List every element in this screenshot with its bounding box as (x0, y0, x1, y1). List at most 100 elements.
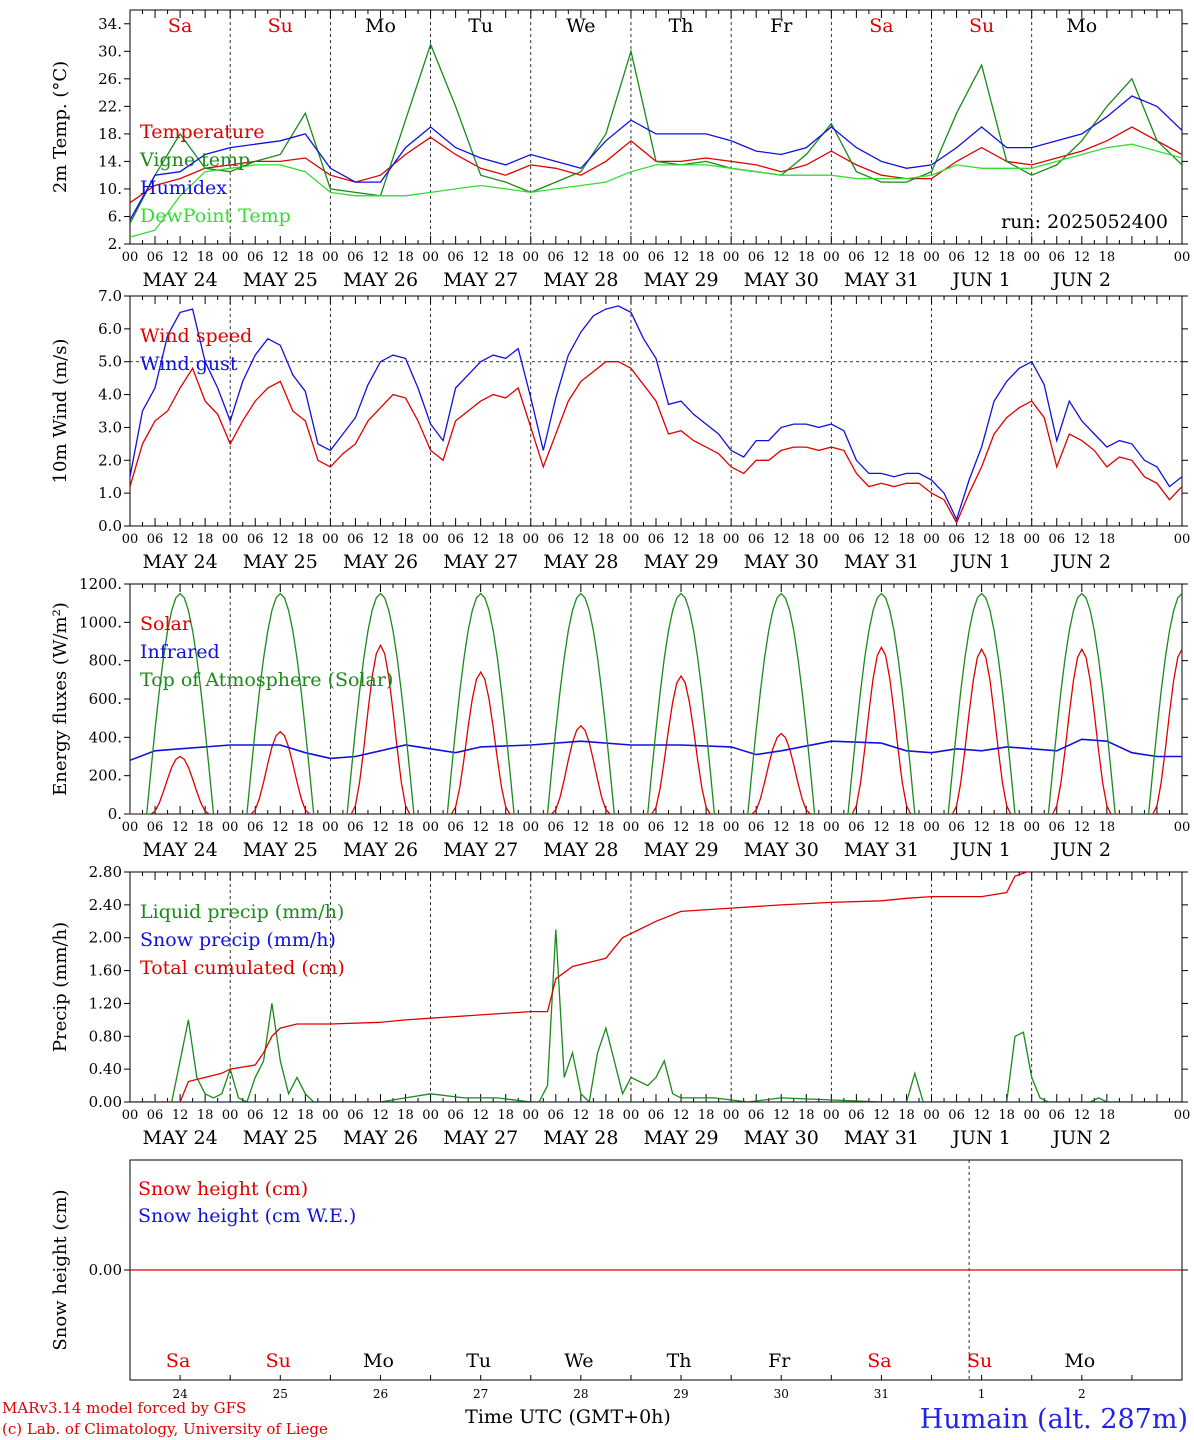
y-axis-label: 10m Wind (m/s) (50, 339, 71, 484)
x-hour-label: 18 (998, 250, 1015, 265)
x-hour-label: 06 (1048, 820, 1065, 835)
time-axis-label: Time UTC (GMT+0h) (465, 1406, 671, 1428)
y-tick-label: 1.20 (89, 994, 122, 1012)
x-hour-label: 18 (898, 1108, 915, 1123)
y-tick-label: 1.60 (89, 962, 122, 980)
y-tick-label: 2.40 (89, 896, 122, 914)
x-hour-label: 06 (848, 1108, 865, 1123)
x-hour-label: 18 (397, 250, 414, 265)
x-hour-label: 06 (648, 1108, 665, 1123)
y-tick-label: 0.0 (98, 517, 122, 535)
x-hour-label: 12 (973, 820, 990, 835)
y-tick-label: 3.0 (98, 418, 122, 436)
y-axis-label: Precip (mm/h) (50, 922, 71, 1052)
day-of-week-label: Fr (770, 15, 793, 37)
x-date-label: MAY 24 (143, 839, 218, 861)
x-hour-label: 00 (723, 820, 740, 835)
y-tick-label: 0.00 (89, 1093, 122, 1111)
x-hour-label: 18 (698, 532, 715, 547)
x-hour-label: 18 (798, 820, 815, 835)
x-date-label: JUN 1 (950, 551, 1010, 573)
series-line-red (130, 872, 1030, 1102)
y-axis-label: 2m Temp. (°C) (50, 61, 71, 193)
footer-line-1: MARv3.14 model forced by GFS (2, 1399, 246, 1417)
x-hour-label: 00 (623, 250, 640, 265)
legend-entry: Wind gust (140, 353, 238, 375)
x-hour-label: 06 (347, 532, 364, 547)
x-hour-label: 12 (773, 1108, 790, 1123)
x-hour-label: 00 (1174, 1108, 1191, 1123)
legend-entry: DewPoint Temp (140, 205, 291, 227)
x-date-label: MAY 31 (844, 551, 919, 573)
x-date-label: MAY 29 (643, 839, 718, 861)
x-hour-label: 06 (548, 532, 565, 547)
x-hour-label: 00 (422, 532, 439, 547)
x-hour-label: 18 (598, 532, 615, 547)
x-hour-label: 06 (1048, 250, 1065, 265)
x-hour-label: 00 (623, 820, 640, 835)
x-date-label: MAY 25 (243, 269, 318, 291)
day-of-week-label: Mo (365, 15, 396, 37)
x-hour-label: 18 (898, 820, 915, 835)
x-date-label: MAY 24 (143, 1127, 218, 1149)
y-tick-label: 6. (108, 207, 122, 225)
y-axis-label: Snow height (cm) (50, 1189, 71, 1350)
y-tick-label: 26. (98, 70, 122, 88)
y-tick-label: 2.0 (98, 451, 122, 469)
legend-entry: Snow height (cm W.E.) (138, 1205, 356, 1227)
x-hour-label: 18 (497, 532, 514, 547)
x-hour-label: 06 (748, 250, 765, 265)
x-hour-label: 00 (923, 820, 940, 835)
x-hour-label: 12 (1074, 1108, 1091, 1123)
x-date-label: MAY 27 (443, 269, 518, 291)
day-number-label: 30 (774, 1387, 789, 1401)
x-hour-label: 06 (948, 250, 965, 265)
y-axis-label: Energy fluxes (W/m²) (50, 602, 71, 796)
x-hour-label: 18 (898, 532, 915, 547)
x-hour-label: 18 (1099, 532, 1116, 547)
y-tick-label: 800. (89, 652, 122, 670)
series-line-green (130, 929, 1182, 1102)
x-date-label: MAY 26 (343, 1127, 418, 1149)
y-tick-label: 0.00 (89, 1261, 122, 1279)
x-hour-label: 00 (222, 1108, 239, 1123)
x-hour-label: 18 (197, 532, 214, 547)
x-hour-label: 00 (1174, 532, 1191, 547)
day-of-week-label: Su (268, 15, 293, 37)
x-hour-label: 18 (1099, 820, 1116, 835)
x-date-label: MAY 31 (844, 839, 919, 861)
x-date-label: MAY 25 (243, 551, 318, 573)
series-line-red (130, 126, 1182, 204)
x-hour-label: 12 (472, 1108, 489, 1123)
y-tick-label: 2.00 (89, 929, 122, 947)
day-number-label: 24 (172, 1387, 188, 1401)
x-hour-label: 00 (222, 820, 239, 835)
x-hour-label: 00 (823, 250, 840, 265)
y-tick-label: 22. (98, 97, 122, 115)
x-date-label: MAY 24 (143, 551, 218, 573)
x-date-label: MAY 28 (543, 839, 618, 861)
x-date-label: MAY 28 (543, 1127, 618, 1149)
day-number-label: 31 (874, 1387, 889, 1401)
x-hour-label: 06 (848, 532, 865, 547)
x-hour-label: 06 (347, 250, 364, 265)
x-hour-label: 18 (698, 1108, 715, 1123)
day-of-week-label: Tu (466, 1350, 491, 1372)
x-date-label: MAY 30 (744, 839, 819, 861)
series-line-lightgreen (130, 143, 1182, 238)
x-hour-label: 06 (648, 820, 665, 835)
series-line-green (130, 592, 1182, 814)
x-hour-label: 18 (197, 250, 214, 265)
x-hour-label: 12 (372, 820, 389, 835)
legend-entry: Humidex (140, 177, 227, 199)
x-hour-label: 00 (122, 1108, 139, 1123)
x-hour-label: 12 (673, 820, 690, 835)
x-hour-label: 00 (923, 1108, 940, 1123)
x-hour-label: 00 (723, 532, 740, 547)
x-hour-label: 06 (548, 1108, 565, 1123)
x-hour-label: 00 (1023, 820, 1040, 835)
x-hour-label: 00 (723, 250, 740, 265)
x-hour-label: 12 (773, 250, 790, 265)
x-hour-label: 18 (397, 1108, 414, 1123)
day-of-week-label: Su (969, 15, 994, 37)
